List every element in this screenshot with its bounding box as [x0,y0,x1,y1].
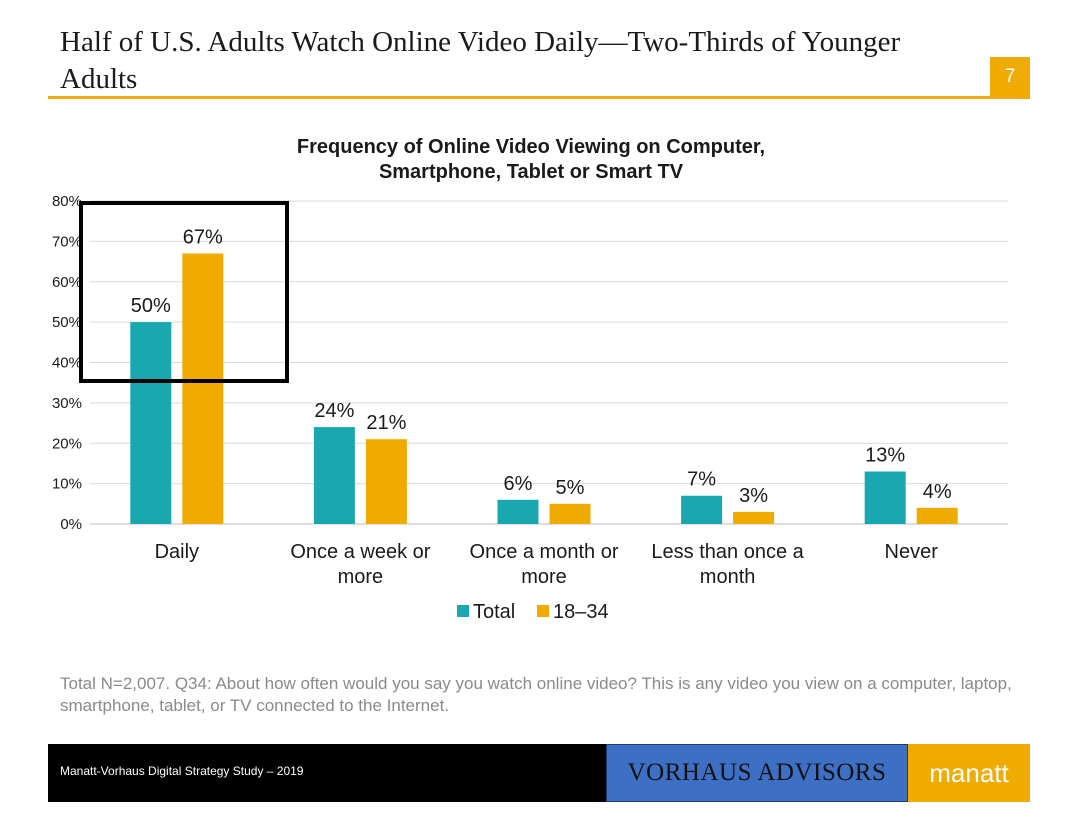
bar [130,322,172,524]
category-label: more [338,566,384,588]
category-label: Once a month or [470,541,619,563]
category-label: more [521,566,567,588]
page-number: 7 [990,57,1030,97]
data-label: 13% [865,445,905,467]
manatt-logo-text: manatt [929,758,1009,788]
legend-swatch [457,605,469,617]
vorhaus-logo-text: VORHAUS ADVISORS [627,759,887,786]
category-label: month [700,566,756,588]
y-tick-label: 0% [60,516,82,533]
data-label: 21% [366,412,406,434]
data-label: 6% [504,473,533,495]
data-label: 50% [131,295,171,317]
bar [916,507,958,524]
y-tick-label: 10% [52,476,82,493]
bar [182,253,224,525]
bar [365,439,407,524]
y-tick-label: 40% [52,355,82,372]
category-label: Less than once a [651,541,804,563]
data-label: 7% [687,469,716,491]
legend-swatch [537,605,549,617]
vorhaus-logo: VORHAUS ADVISORS [606,744,908,802]
y-tick-label: 70% [52,233,82,250]
bar [549,503,591,524]
bar [497,499,539,524]
footer-text: Manatt-Vorhaus Digital Strategy Study – … [60,764,304,778]
data-label: 67% [183,226,223,248]
bar [864,471,906,524]
title-rule [48,96,1030,99]
bar [313,427,355,524]
bar [733,511,775,524]
chart-title-line: Frequency of Online Video Viewing on Com… [297,136,765,158]
y-tick-label: 50% [52,314,82,331]
y-tick-label: 20% [52,435,82,452]
footnote: Total N=2,007. Q34: About how often woul… [60,674,1012,715]
data-label: 4% [923,481,952,503]
category-label: Daily [155,541,199,563]
footer-bar: Manatt-Vorhaus Digital Strategy Study – … [48,744,606,802]
data-label: 24% [314,400,354,422]
category-label: Once a week or [290,541,430,563]
slide-title: Half of U.S. Adults Watch Online Video D… [60,26,901,95]
category-label: Never [885,541,939,563]
chart-title-line: Smartphone, Tablet or Smart TV [379,161,684,183]
y-tick-label: 80% [52,193,82,210]
legend-label: 18–34 [553,601,609,623]
data-label: 5% [556,477,585,499]
y-tick-label: 60% [52,274,82,291]
data-label: 3% [739,485,768,507]
bar [681,495,723,524]
y-tick-label: 30% [52,395,82,412]
legend-label: Total [473,601,515,623]
manatt-logo: manatt [908,744,1030,802]
bar-chart: Frequency of Online Video Viewing on Com… [52,136,1008,623]
highlight-box [79,201,289,383]
